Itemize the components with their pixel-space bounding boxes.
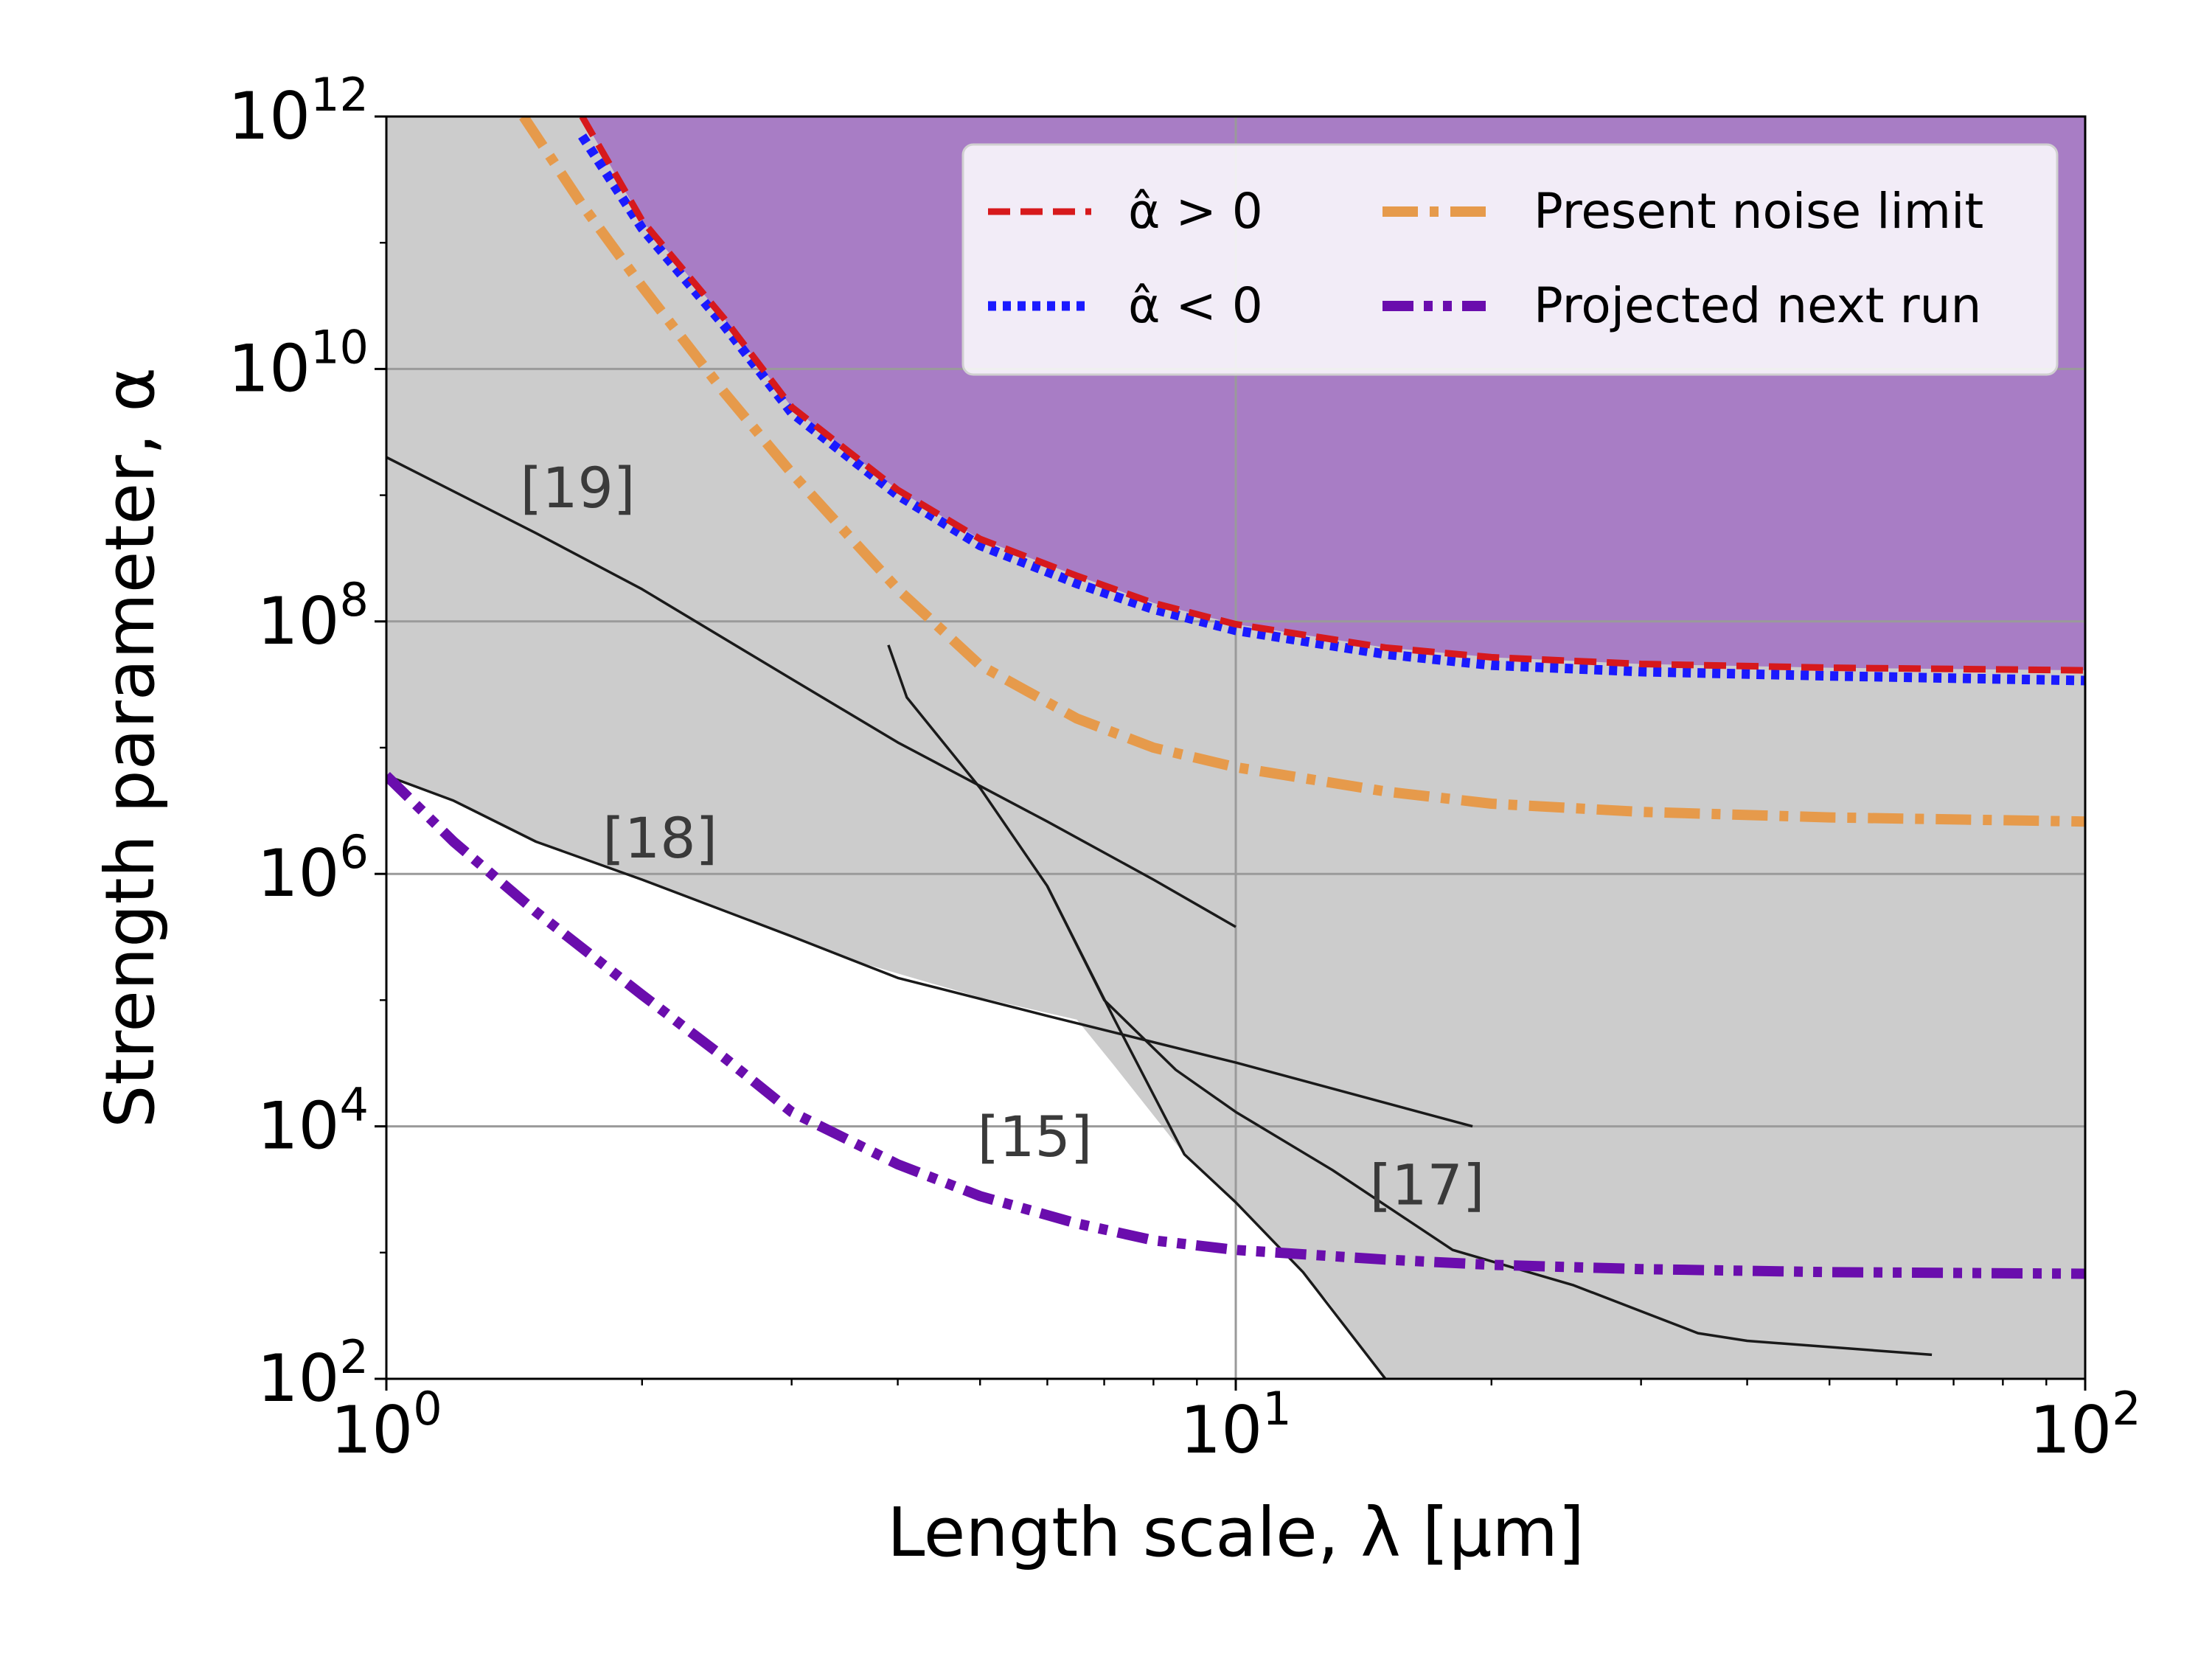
series-lt-0 (578, 133, 2085, 686)
series-gt-0 (579, 116, 2085, 674)
ref-label-18: [18] (602, 805, 717, 871)
ref-curve-19 (386, 456, 1237, 928)
y-tick-label-4: 104 (257, 1078, 369, 1164)
ref-curve-18 (386, 774, 1473, 1128)
ref-label-15: [15] (977, 1104, 1092, 1169)
legend-label-gt-0: α̂ > 0 (1128, 183, 1263, 240)
y-tick-label-12: 1012 (228, 68, 369, 154)
y-tick-label-2: 102 (257, 1330, 369, 1416)
x-tick-label-2: 102 (2029, 1382, 2140, 1468)
y-tick-label-6: 106 (257, 825, 369, 911)
y-axis-title: Strength parameter, α (91, 367, 170, 1128)
x-tick-label-0: 100 (330, 1382, 442, 1468)
ref-curve-17 (1046, 886, 1933, 1357)
legend-label-present-noise-limit: Present noise limit (1534, 183, 1983, 240)
ref-label-19: [19] (521, 455, 636, 521)
legend: α̂ > 0 α̂ < 0 Present noise limit Projected… (961, 143, 2059, 376)
x-tick-label-1: 101 (1180, 1382, 1291, 1468)
legend-label-lt-0: α̂ < 0 (1128, 277, 1263, 334)
legend-box (961, 143, 2059, 376)
y-tick-label-10: 1010 (228, 320, 369, 406)
legend-label-projected-next-run: Projected next run (1534, 277, 1981, 334)
ref-label-17: [17] (1370, 1152, 1485, 1218)
x-axis-title: Length scale, λ [μm] (887, 1493, 1585, 1572)
y-tick-label-8: 108 (257, 573, 369, 659)
series-projected-next-run (386, 772, 2085, 1279)
series-present-noise-limit (519, 116, 2085, 827)
